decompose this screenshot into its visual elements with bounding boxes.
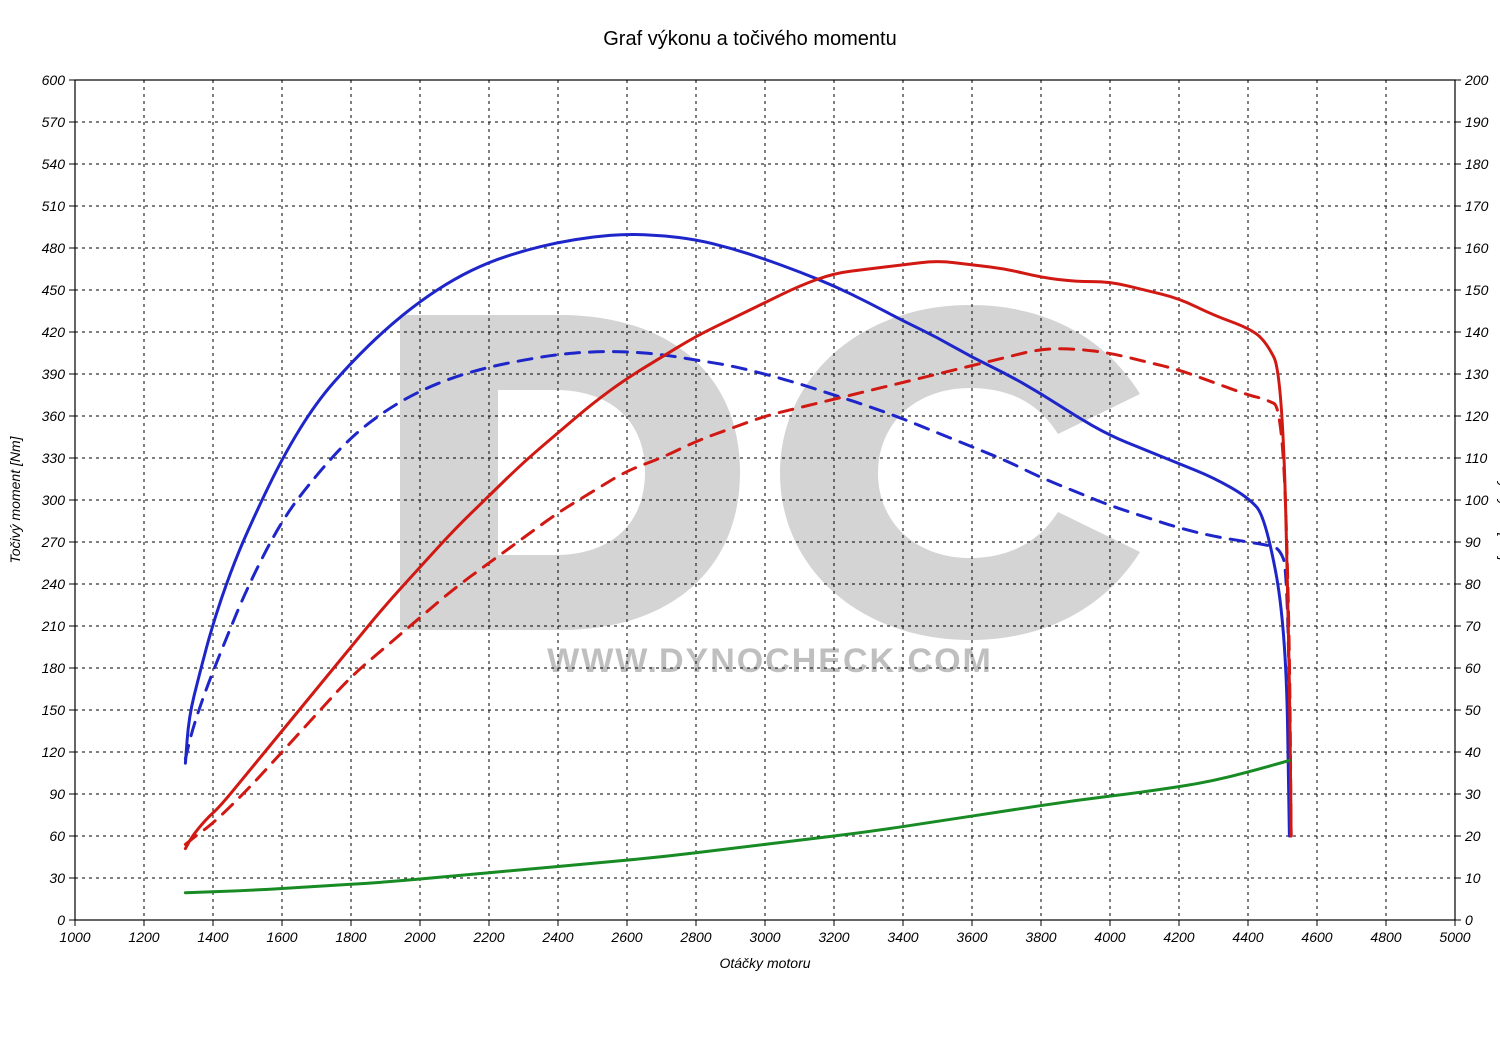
x-tick-label: 4200 (1163, 929, 1194, 945)
dyno-chart: WWW.DYNOCHECK.COM10001200140016001800200… (0, 0, 1500, 1040)
x-tick-label: 4800 (1370, 929, 1401, 945)
yr-tick-label: 50 (1465, 702, 1481, 718)
yr-tick-label: 40 (1465, 744, 1481, 760)
x-tick-label: 1200 (128, 929, 159, 945)
x-tick-label: 4000 (1094, 929, 1125, 945)
watermark-d-icon (400, 315, 740, 630)
x-tick-label: 3800 (1025, 929, 1056, 945)
x-tick-label: 1800 (335, 929, 366, 945)
y-left-axis-label: Točivý moment [Nm] (7, 435, 23, 563)
yl-tick-label: 360 (42, 408, 66, 424)
yr-tick-label: 170 (1465, 198, 1489, 214)
yl-tick-label: 510 (42, 198, 66, 214)
x-tick-label: 2800 (679, 929, 711, 945)
x-tick-label: 2000 (403, 929, 435, 945)
x-tick-label: 4400 (1232, 929, 1263, 945)
yr-tick-label: 10 (1465, 870, 1481, 886)
x-tick-label: 3400 (887, 929, 918, 945)
yl-tick-label: 300 (42, 492, 66, 508)
yl-tick-label: 480 (42, 240, 66, 256)
yr-tick-label: 200 (1464, 72, 1489, 88)
yr-tick-label: 100 (1465, 492, 1489, 508)
yr-tick-label: 120 (1465, 408, 1489, 424)
yr-tick-label: 30 (1465, 786, 1481, 802)
yr-tick-label: 70 (1465, 618, 1481, 634)
yl-tick-label: 240 (41, 576, 66, 592)
yl-tick-label: 450 (42, 282, 66, 298)
yr-tick-label: 0 (1465, 912, 1473, 928)
yr-tick-label: 180 (1465, 156, 1489, 172)
yl-tick-label: 180 (42, 660, 66, 676)
yl-tick-label: 540 (42, 156, 66, 172)
yl-tick-label: 150 (42, 702, 66, 718)
x-tick-label: 3600 (956, 929, 987, 945)
x-tick-label: 1600 (266, 929, 297, 945)
yl-tick-label: 0 (57, 912, 65, 928)
x-tick-label: 2600 (610, 929, 642, 945)
x-tick-label: 3000 (749, 929, 780, 945)
x-tick-label: 2400 (541, 929, 573, 945)
x-tick-label: 3200 (818, 929, 849, 945)
yr-tick-label: 20 (1464, 828, 1481, 844)
yl-tick-label: 90 (49, 786, 65, 802)
yl-tick-label: 30 (49, 870, 65, 886)
yr-tick-label: 60 (1465, 660, 1481, 676)
yl-tick-label: 270 (41, 534, 66, 550)
yr-tick-label: 130 (1465, 366, 1489, 382)
yr-tick-label: 90 (1465, 534, 1481, 550)
x-tick-label: 5000 (1439, 929, 1470, 945)
yl-tick-label: 60 (49, 828, 65, 844)
x-tick-label: 1000 (59, 929, 90, 945)
yr-tick-label: 110 (1465, 450, 1488, 466)
yl-tick-label: 600 (42, 72, 66, 88)
yl-tick-label: 210 (41, 618, 66, 634)
yl-tick-label: 120 (42, 744, 66, 760)
x-tick-label: 4600 (1301, 929, 1332, 945)
x-axis-label: Otáčky motoru (719, 955, 810, 971)
yr-tick-label: 140 (1465, 324, 1489, 340)
yl-tick-label: 390 (42, 366, 66, 382)
yl-tick-label: 570 (42, 114, 66, 130)
yr-tick-label: 150 (1465, 282, 1489, 298)
yr-tick-label: 160 (1465, 240, 1489, 256)
yr-tick-label: 80 (1465, 576, 1481, 592)
yr-tick-label: 190 (1465, 114, 1489, 130)
watermark-url: WWW.DYNOCHECK.COM (547, 642, 993, 680)
yl-tick-label: 330 (42, 450, 66, 466)
x-tick-label: 2200 (472, 929, 504, 945)
x-tick-label: 1400 (197, 929, 228, 945)
yl-tick-label: 420 (42, 324, 66, 340)
